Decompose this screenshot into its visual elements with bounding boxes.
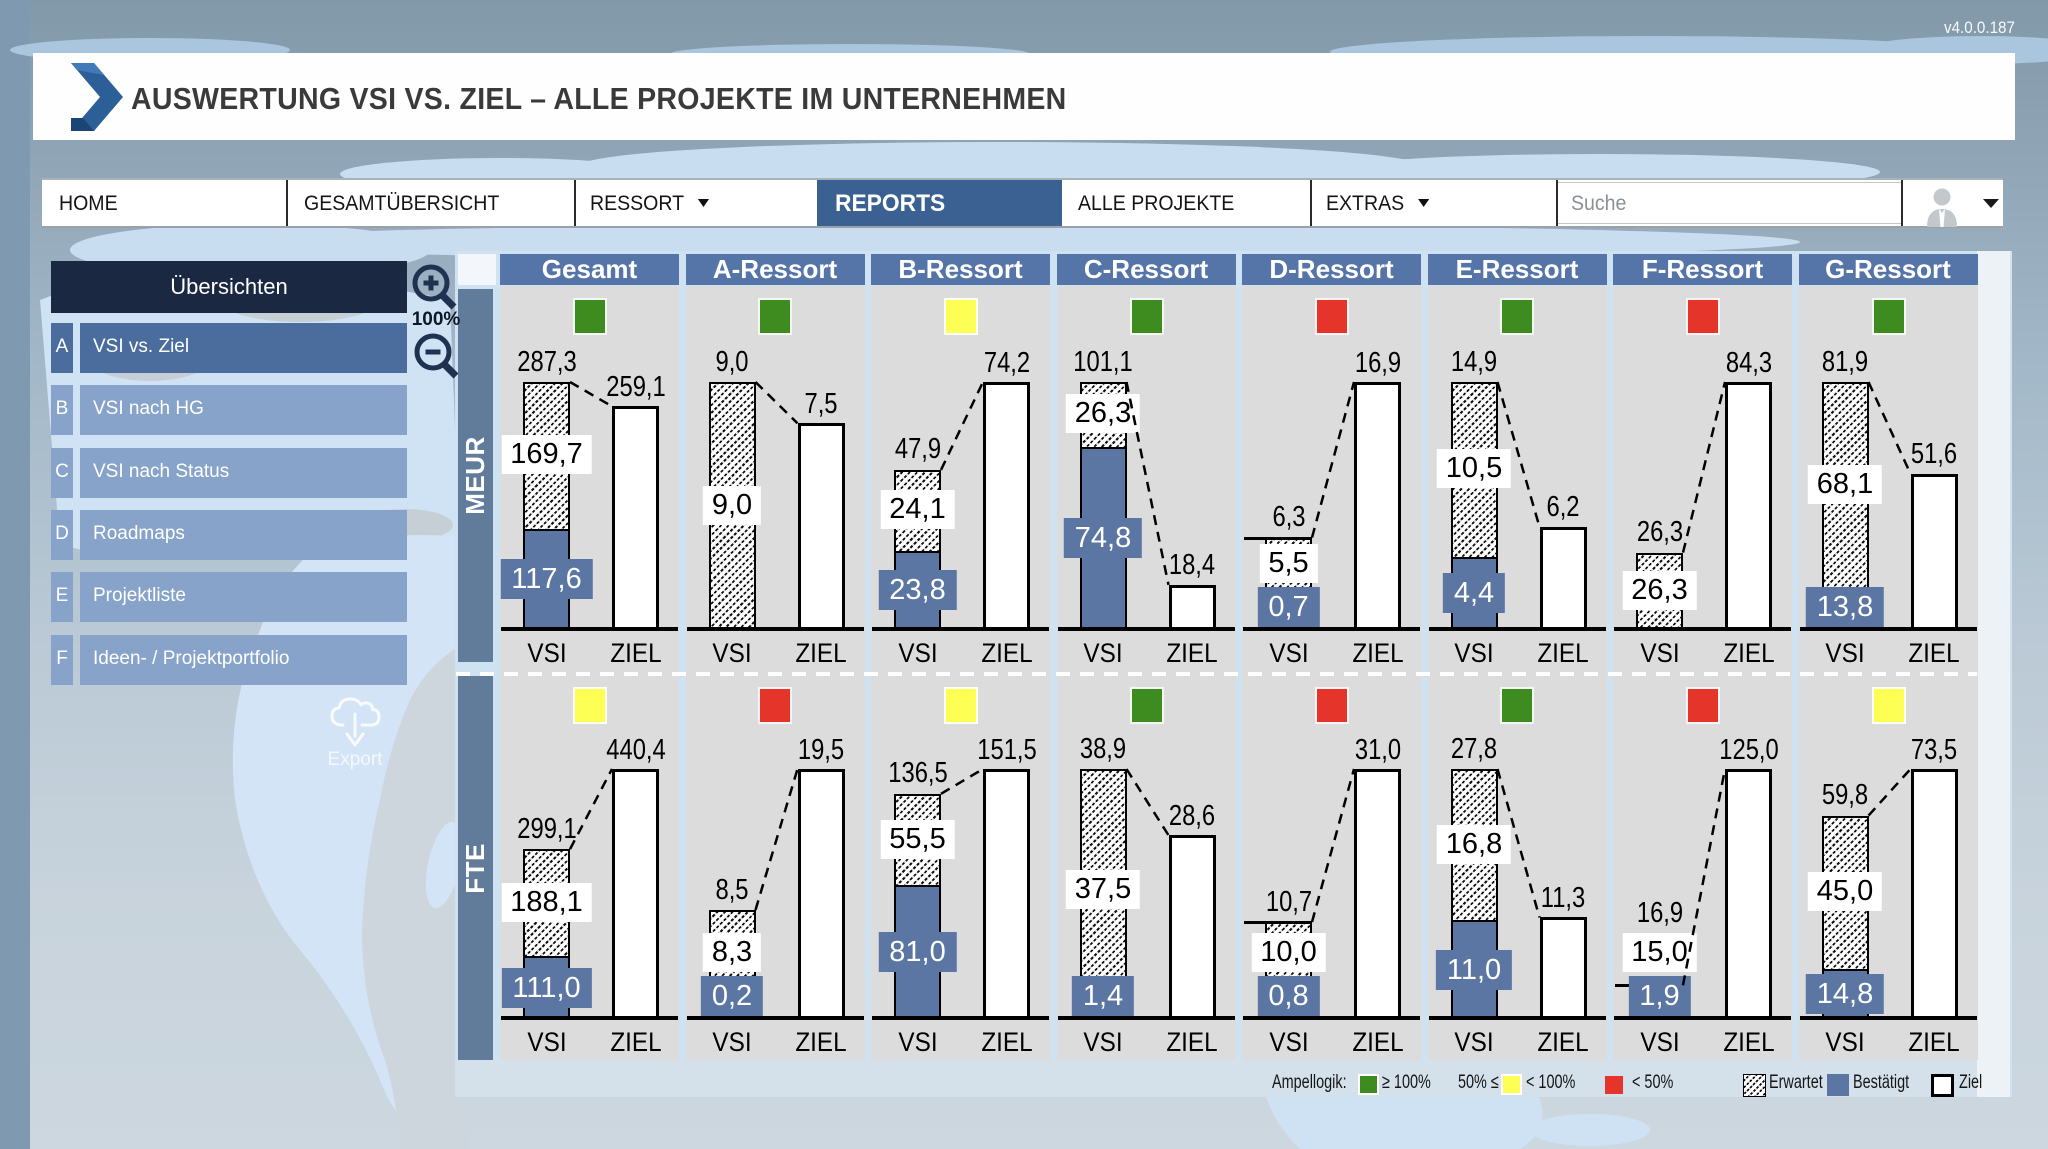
svg-text:Export: Export: [328, 749, 384, 770]
